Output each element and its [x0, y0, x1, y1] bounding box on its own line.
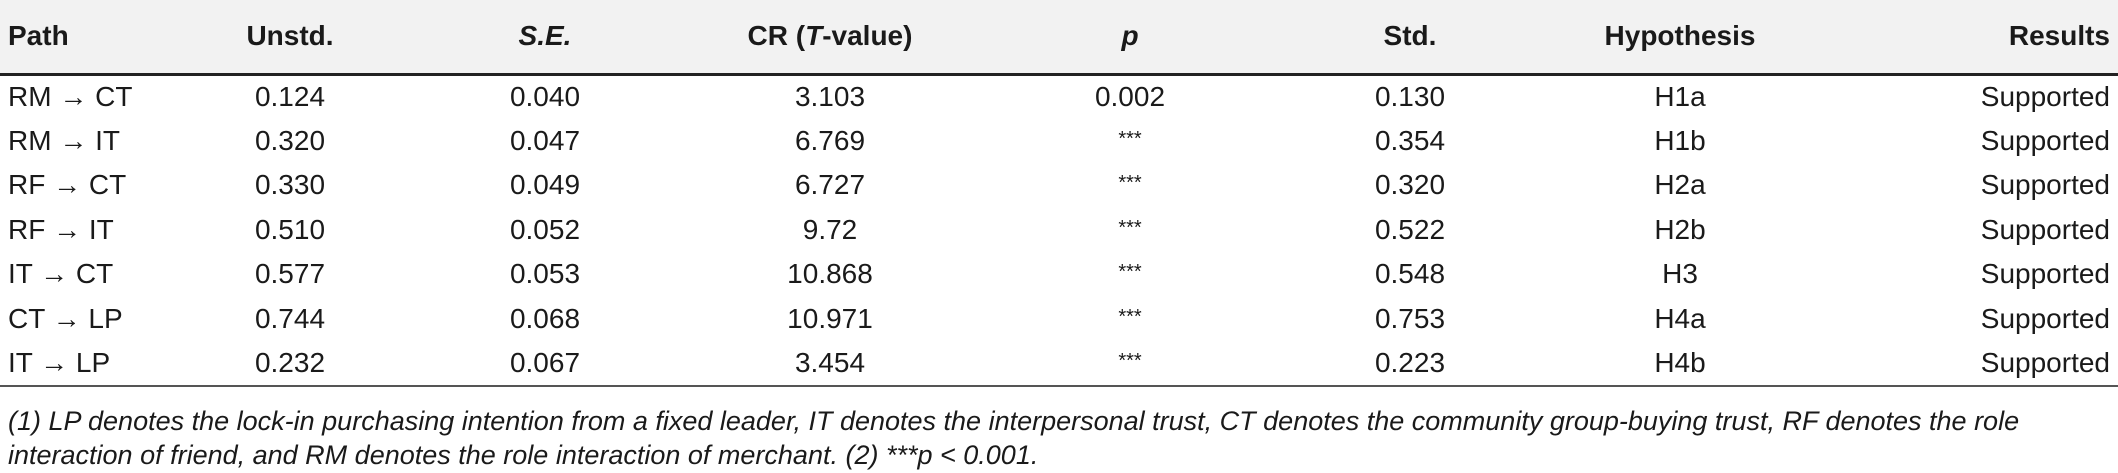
cell-result: Supported — [1980, 258, 2110, 290]
cell-path: RM → CT — [8, 81, 133, 112]
cell-se: 0.067 — [410, 341, 680, 387]
table-row: RF → IT 0.510 0.052 9.72 *** 0.522 H2b S… — [0, 208, 2118, 253]
cell-p: *** — [980, 297, 1280, 342]
cell-p: *** — [980, 252, 1280, 297]
footnote-line-2: interaction of friend, and RM denotes th… — [8, 440, 1039, 470]
cell-hypothesis: H1b — [1654, 124, 1706, 156]
header-cr-t: T — [805, 20, 823, 52]
cell-hypothesis: H1a — [1654, 81, 1706, 112]
header-unstd: Unstd. — [170, 0, 410, 76]
cell-p: *** — [980, 208, 1280, 253]
cell-std: 0.320 — [1374, 169, 1446, 201]
cell-path: CT → LP — [8, 302, 123, 334]
header-std: Std. — [1280, 0, 1540, 76]
cell-result: Supported — [1820, 341, 2118, 387]
cell-result: Supported — [1980, 302, 2110, 334]
cell-unstd: 0.744 — [254, 302, 326, 334]
significance-stars: *** — [1118, 216, 1142, 239]
cell-hypothesis: H4b — [1540, 341, 1820, 387]
header-results: Results — [1820, 0, 2118, 76]
cell-path: RF → CT — [8, 169, 127, 201]
table-header: Path Unstd. S.E. CR (T-value) p Std. Hyp… — [0, 0, 2118, 76]
cell-se: 0.068 — [509, 302, 581, 334]
cell-path: RF → IT — [8, 213, 114, 245]
cell-cr: 6.727 — [794, 169, 866, 201]
significance-stars: *** — [1118, 349, 1142, 372]
significance-stars: *** — [1118, 305, 1142, 328]
cell-std: 0.753 — [1374, 302, 1446, 334]
cell-hypothesis: H2a — [1654, 169, 1706, 201]
table-footnote: (1) LP denotes the lock-in purchasing in… — [8, 404, 2108, 472]
table-row: IT → CT 0.577 0.053 10.868 *** 0.548 H3 … — [0, 252, 2118, 297]
cell-cr: 9.72 — [802, 213, 858, 245]
footnote-line-1: (1) LP denotes the lock-in purchasing in… — [8, 406, 2020, 436]
cell-result: Supported — [1980, 169, 2110, 201]
cell-std: 0.522 — [1374, 213, 1446, 245]
header-se: S.E. — [410, 0, 680, 76]
cell-std: 0.354 — [1374, 124, 1446, 156]
cell-unstd: 0.577 — [254, 258, 326, 290]
cell-cr: 3.103 — [794, 81, 866, 112]
significance-stars: *** — [1118, 172, 1142, 195]
cell-se: 0.052 — [509, 213, 581, 245]
header-p: p — [980, 0, 1280, 76]
cell-std: 0.130 — [1374, 81, 1446, 112]
header-cr-prefix: CR ( — [747, 20, 806, 52]
cell-path: IT → LP — [0, 341, 170, 387]
cell-unstd: 0.124 — [254, 81, 326, 112]
cell-unstd: 0.510 — [254, 213, 326, 245]
cell-cr: 10.868 — [787, 258, 873, 290]
cell-p: *** — [980, 163, 1280, 208]
cell-se: 0.040 — [509, 81, 581, 112]
cell-hypothesis: H4a — [1654, 302, 1706, 334]
cell-cr: 3.454 — [680, 341, 980, 387]
table-row: RM → CT 0.124 0.040 3.103 0.002 0.130 H1… — [0, 74, 2118, 119]
table-body: RM → CT 0.124 0.040 3.103 0.002 0.130 H1… — [0, 74, 2118, 387]
cell-path: IT → CT — [8, 258, 114, 290]
cell-result: Supported — [1980, 124, 2110, 156]
cell-se: 0.047 — [509, 124, 581, 156]
header-hypothesis: Hypothesis — [1540, 0, 1820, 76]
cell-hypothesis: H3 — [1662, 258, 1698, 290]
cell-hypothesis: H2b — [1654, 213, 1706, 245]
table-row: CT → LP 0.744 0.068 10.971 *** 0.753 H4a… — [0, 297, 2118, 342]
table-row: RM → IT 0.320 0.047 6.769 *** 0.354 H1b … — [0, 119, 2118, 164]
cell-se: 0.049 — [509, 169, 581, 201]
cell-p: 0.002 — [1094, 81, 1166, 112]
cell-unstd: 0.320 — [254, 124, 326, 156]
cell-std: 0.548 — [1374, 258, 1446, 290]
cell-result: Supported — [1980, 81, 2110, 112]
cell-result: Supported — [1980, 213, 2110, 245]
header-cr-suffix: -value) — [822, 20, 913, 52]
cell-cr: 10.971 — [787, 302, 873, 334]
significance-stars: *** — [1118, 261, 1142, 284]
significance-stars: *** — [1118, 127, 1142, 150]
header-path: Path — [0, 0, 170, 76]
cell-se: 0.053 — [509, 258, 581, 290]
cell-path: RM → IT — [8, 124, 120, 156]
cell-cr: 6.769 — [794, 124, 866, 156]
cell-p: *** — [980, 119, 1280, 164]
cell-std: 0.223 — [1280, 341, 1540, 387]
table-row: IT → LP 0.232 0.067 3.454 *** 0.223 H4b … — [0, 341, 2118, 387]
cell-p: *** — [980, 341, 1280, 387]
cell-unstd: 0.232 — [170, 341, 410, 387]
header-row: Path Unstd. S.E. CR (T-value) p Std. Hyp… — [0, 0, 2118, 76]
cell-unstd: 0.330 — [254, 169, 326, 201]
header-cr: CR (T-value) — [680, 0, 980, 76]
path-results-table: Path Unstd. S.E. CR (T-value) p Std. Hyp… — [0, 0, 2118, 387]
table-row: RF → CT 0.330 0.049 6.727 *** 0.320 H2a … — [0, 163, 2118, 208]
